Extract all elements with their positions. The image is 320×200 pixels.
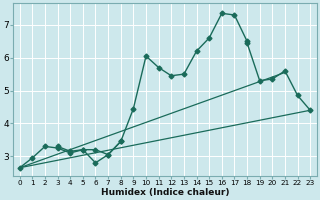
X-axis label: Humidex (Indice chaleur): Humidex (Indice chaleur) — [101, 188, 229, 197]
